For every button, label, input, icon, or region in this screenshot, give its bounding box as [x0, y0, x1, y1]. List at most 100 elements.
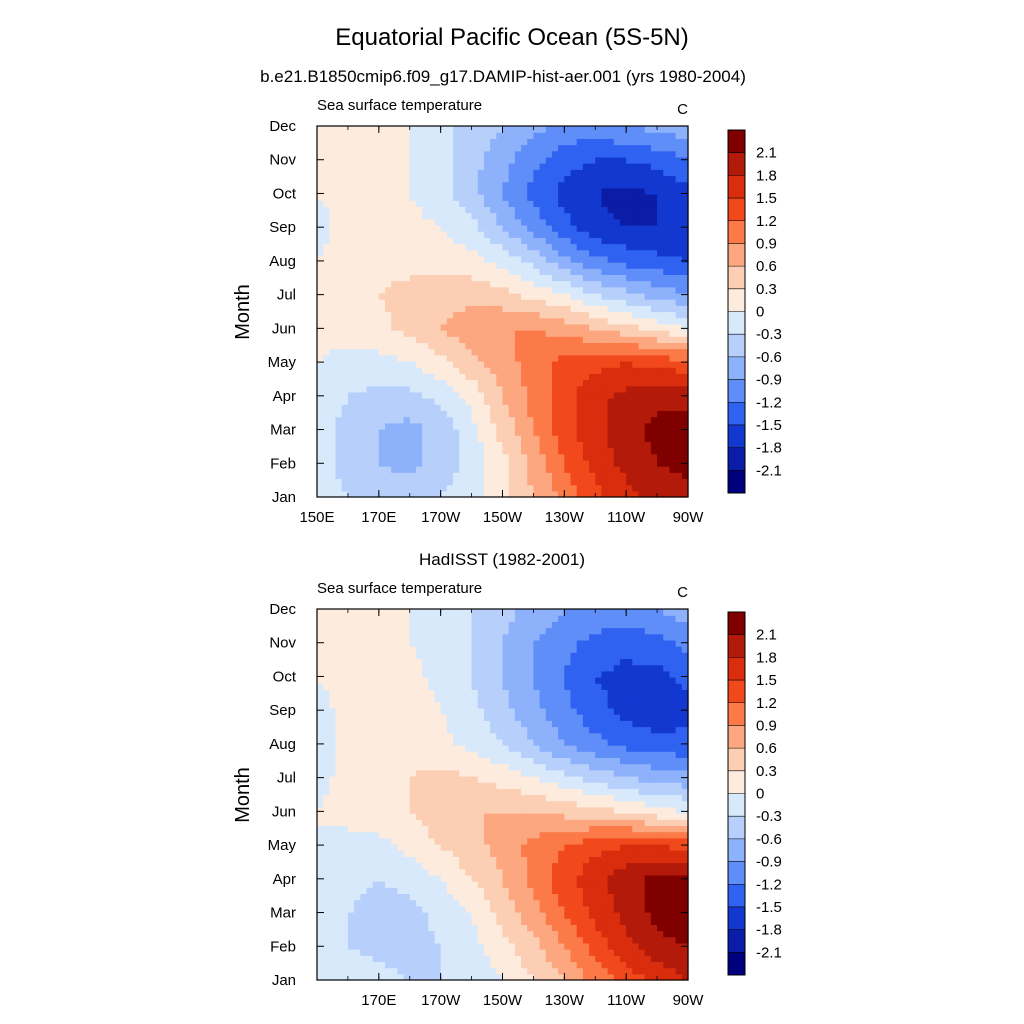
field-cell	[347, 850, 355, 857]
field-cell	[570, 268, 578, 275]
field-cell	[335, 206, 343, 214]
field-cell	[415, 156, 423, 164]
field-cell	[539, 194, 547, 201]
field-cell	[632, 305, 640, 313]
field-cell	[483, 299, 491, 306]
field-cell	[589, 478, 596, 486]
field-cell	[372, 955, 380, 963]
field-cell	[428, 905, 436, 913]
field-cell	[329, 373, 337, 381]
field-cell	[378, 745, 386, 752]
field-cell	[372, 385, 380, 393]
field-cell	[335, 714, 343, 721]
field-cell	[391, 169, 398, 177]
field-cell	[403, 218, 411, 226]
field-cell	[576, 175, 584, 183]
field-cell	[459, 280, 466, 288]
field-cell	[508, 156, 516, 164]
field-cell	[347, 652, 355, 660]
field-cell	[409, 453, 417, 461]
field-cell	[465, 163, 473, 170]
field-cell	[496, 200, 504, 207]
field-cell	[397, 342, 405, 350]
field-cell	[595, 373, 603, 381]
field-cell	[366, 806, 374, 814]
field-cell	[323, 806, 330, 814]
field-cell	[508, 441, 516, 449]
field-cell	[539, 342, 547, 350]
field-cell	[582, 459, 590, 467]
field-cell	[663, 354, 671, 362]
field-cell	[446, 404, 454, 412]
field-cell	[453, 391, 460, 399]
field-cell	[638, 373, 646, 381]
field-cell	[582, 342, 590, 350]
field-cell	[378, 490, 386, 498]
field-cell	[483, 453, 491, 461]
field-cell	[477, 280, 485, 288]
field-cell	[422, 856, 429, 864]
contour-field	[317, 126, 689, 498]
field-cell	[409, 757, 417, 765]
field-cell	[644, 126, 652, 133]
field-cell	[589, 398, 596, 405]
x-tick-label: 170W	[421, 509, 461, 526]
field-cell	[607, 391, 615, 399]
field-cell	[521, 317, 528, 325]
field-cell	[347, 615, 355, 622]
field-cell	[366, 887, 374, 895]
field-cell	[323, 881, 330, 888]
field-cell	[533, 280, 541, 288]
field-cell	[570, 231, 578, 238]
field-cell	[558, 373, 565, 381]
field-cell	[490, 379, 497, 387]
field-cell	[317, 163, 324, 170]
field-cell	[403, 664, 411, 672]
field-cell	[397, 819, 405, 827]
field-cell	[341, 163, 349, 170]
field-cell	[341, 459, 349, 467]
field-cell	[638, 459, 646, 467]
field-cell	[378, 472, 386, 480]
field-cell	[360, 286, 368, 294]
field-cell	[354, 212, 361, 220]
field-cell	[415, 237, 423, 245]
field-cell	[613, 416, 621, 424]
field-cell	[329, 428, 337, 436]
field-cell	[341, 670, 349, 678]
field-cell	[477, 478, 485, 486]
field-cell	[366, 478, 374, 486]
field-cell	[626, 305, 633, 313]
field-cell	[626, 379, 633, 387]
field-cell	[409, 200, 417, 207]
field-cell	[576, 422, 584, 430]
field-cell	[514, 472, 522, 480]
field-cell	[477, 472, 485, 480]
field-cell	[465, 280, 473, 288]
field-cell	[576, 274, 584, 282]
field-cell	[403, 249, 411, 257]
field-cell	[619, 404, 627, 412]
field-cell	[360, 825, 368, 833]
field-cell	[397, 868, 405, 876]
field-cell	[483, 144, 491, 152]
field-cell	[663, 484, 671, 492]
field-cell	[378, 670, 386, 678]
field-cell	[440, 695, 448, 703]
field-cell	[434, 856, 442, 864]
field-cell	[490, 428, 497, 436]
field-cell	[545, 404, 553, 412]
field-cell	[422, 194, 429, 201]
field-cell	[558, 150, 565, 158]
field-cell	[564, 311, 572, 319]
field-cell	[465, 323, 473, 331]
field-cell	[428, 255, 436, 263]
field-cell	[409, 243, 417, 251]
field-cell	[378, 181, 386, 189]
field-cell	[582, 391, 590, 399]
field-cell	[323, 874, 330, 882]
field-cell	[434, 819, 442, 827]
field-cell	[329, 973, 337, 981]
field-cell	[378, 237, 386, 245]
field-cell	[607, 299, 615, 306]
